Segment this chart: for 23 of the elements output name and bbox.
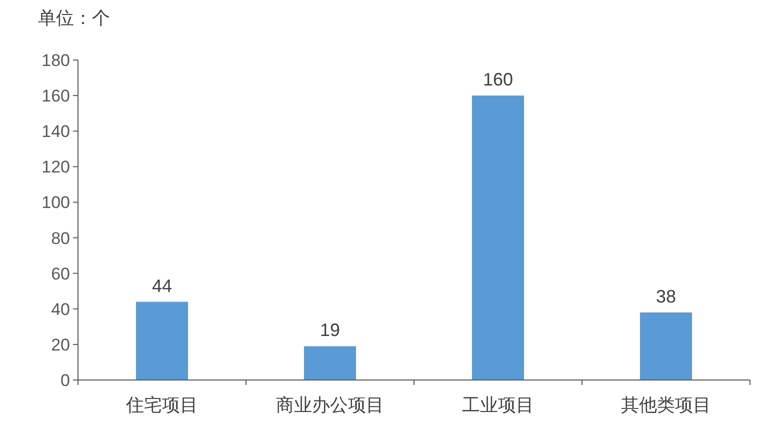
y-tick-label: 140 xyxy=(42,122,70,142)
data-label: 44 xyxy=(152,276,172,296)
data-label: 19 xyxy=(320,320,340,340)
x-tick-label: 其他类项目 xyxy=(621,395,711,415)
y-tick-label: 180 xyxy=(42,51,70,70)
y-tick-label: 160 xyxy=(42,86,70,106)
x-tick-label: 住宅项目 xyxy=(125,395,198,415)
data-label: 38 xyxy=(656,286,676,306)
y-axis-title: 单位：个 xyxy=(38,8,110,28)
y-tick-label: 80 xyxy=(51,228,70,248)
data-label: 160 xyxy=(482,70,514,90)
y-tick-label: 120 xyxy=(42,158,70,177)
bar xyxy=(304,346,356,380)
bar xyxy=(640,312,692,380)
bar xyxy=(136,302,188,380)
y-tick-label: 0 xyxy=(60,371,70,390)
x-tick-label: 工业项目 xyxy=(462,395,534,415)
y-tick-label: 20 xyxy=(51,335,70,354)
x-tick-label: 商业办公项目 xyxy=(276,395,384,415)
y-tick-label: 100 xyxy=(42,193,70,212)
bar xyxy=(472,96,524,380)
y-tick-label: 60 xyxy=(51,264,70,284)
y-tick-label: 40 xyxy=(51,300,70,319)
